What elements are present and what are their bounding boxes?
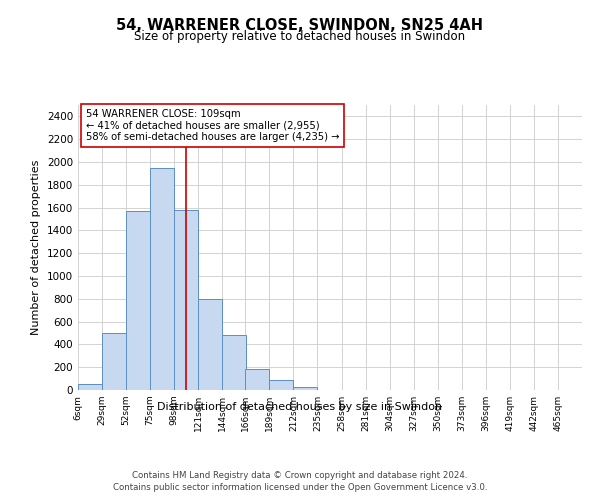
Text: 54 WARRENER CLOSE: 109sqm
← 41% of detached houses are smaller (2,955)
58% of se: 54 WARRENER CLOSE: 109sqm ← 41% of detac…	[86, 110, 339, 142]
Text: Contains HM Land Registry data © Crown copyright and database right 2024.: Contains HM Land Registry data © Crown c…	[132, 471, 468, 480]
Bar	[150, 168, 174, 390]
Bar	[174, 210, 198, 390]
Text: 54, WARRENER CLOSE, SWINDON, SN25 4AH: 54, WARRENER CLOSE, SWINDON, SN25 4AH	[116, 18, 484, 32]
Y-axis label: Number of detached properties: Number of detached properties	[31, 160, 41, 335]
Bar	[102, 333, 126, 390]
Bar	[78, 384, 102, 390]
Bar	[222, 336, 247, 390]
Bar	[269, 380, 293, 390]
Text: Distribution of detached houses by size in Swindon: Distribution of detached houses by size …	[157, 402, 443, 411]
Bar	[293, 386, 317, 390]
Text: Size of property relative to detached houses in Swindon: Size of property relative to detached ho…	[134, 30, 466, 43]
Bar	[245, 369, 269, 390]
Bar	[198, 299, 222, 390]
Text: Contains public sector information licensed under the Open Government Licence v3: Contains public sector information licen…	[113, 484, 487, 492]
Bar	[126, 211, 150, 390]
